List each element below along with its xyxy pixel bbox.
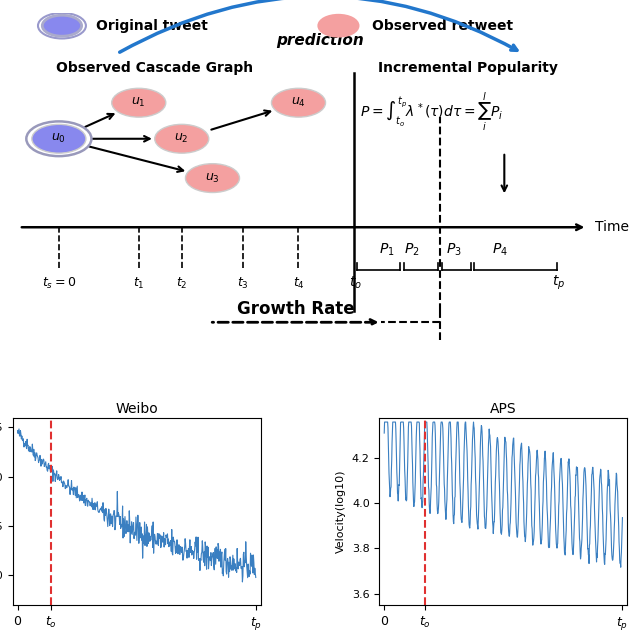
Text: Incremental Popularity: Incremental Popularity (378, 61, 557, 76)
Text: $t_p$: $t_p$ (552, 274, 565, 292)
Text: $t_s=0$: $t_s=0$ (42, 275, 76, 290)
Text: $t_1$: $t_1$ (133, 275, 145, 290)
Title: Weibo: Weibo (115, 403, 158, 416)
Text: Time: Time (595, 220, 629, 234)
Circle shape (271, 88, 326, 117)
Text: $t_2$: $t_2$ (176, 275, 188, 290)
Circle shape (32, 124, 86, 153)
Circle shape (319, 15, 358, 36)
Title: APS: APS (490, 403, 516, 416)
Y-axis label: Velocity(log10): Velocity(log10) (336, 469, 346, 553)
Circle shape (112, 88, 166, 117)
Text: $u_2$: $u_2$ (175, 132, 189, 146)
Circle shape (186, 164, 239, 193)
Text: Observed Cascade Graph: Observed Cascade Graph (56, 61, 253, 76)
Text: $P_2$: $P_2$ (404, 242, 420, 258)
Text: $u_1$: $u_1$ (131, 96, 146, 109)
Text: $u_3$: $u_3$ (205, 171, 220, 185)
Circle shape (155, 124, 209, 153)
Text: $t_3$: $t_3$ (237, 275, 249, 290)
Text: $t_4$: $t_4$ (292, 275, 305, 290)
Text: $u_0$: $u_0$ (51, 132, 67, 146)
Text: $P_1$: $P_1$ (378, 242, 394, 258)
Text: Original tweet: Original tweet (96, 19, 207, 33)
Text: $P = \int_{t_o}^{t_p} \lambda^*(\tau)d\tau = \sum_{i}^{l} P_i$: $P = \int_{t_o}^{t_p} \lambda^*(\tau)d\t… (360, 91, 503, 134)
Text: prediction: prediction (276, 33, 364, 48)
Circle shape (42, 15, 82, 36)
Text: $P_3$: $P_3$ (446, 242, 462, 258)
Text: $P_4$: $P_4$ (492, 242, 508, 258)
Text: Observed retweet: Observed retweet (372, 19, 513, 33)
Text: $u_4$: $u_4$ (291, 96, 306, 109)
Text: $t_o$: $t_o$ (349, 275, 362, 291)
Text: Growth Rate: Growth Rate (237, 300, 354, 318)
